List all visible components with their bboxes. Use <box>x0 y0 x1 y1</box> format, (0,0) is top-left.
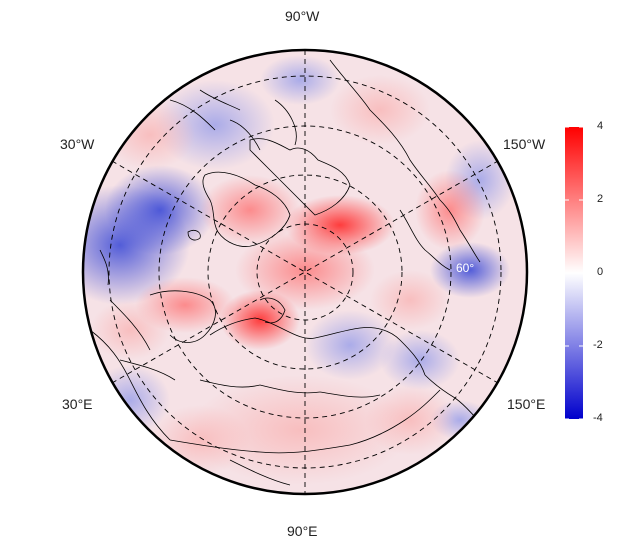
map-border <box>81 48 529 496</box>
lon-label-lower-right: 150°E <box>507 396 546 412</box>
lon-label-upper-right: 150°W <box>503 136 546 152</box>
colorbar-label-neg2: -2 <box>593 339 603 351</box>
graticule <box>108 50 502 494</box>
colorbar-ticks <box>565 126 583 420</box>
lon-label-lower-left: 30°E <box>62 396 93 412</box>
lon-label-upper-left: 30°W <box>60 136 95 152</box>
colorbar-label-2: 2 <box>597 193 604 205</box>
colorbar-label-0: 0 <box>597 266 604 278</box>
lon-label-top: 90°W <box>285 8 320 24</box>
lat-circle-70 <box>207 174 403 370</box>
lon-label-bottom: 90°E <box>287 523 318 539</box>
coastlines <box>89 59 481 486</box>
latitude-label: 60° <box>456 261 474 275</box>
meridian-30w-150e <box>111 160 499 384</box>
meridian-30e-150w <box>111 160 499 384</box>
colorbar-gradient <box>565 127 583 419</box>
colorbar-label-neg4: -4 <box>593 412 603 424</box>
colorbar-label-4: 4 <box>597 120 604 132</box>
